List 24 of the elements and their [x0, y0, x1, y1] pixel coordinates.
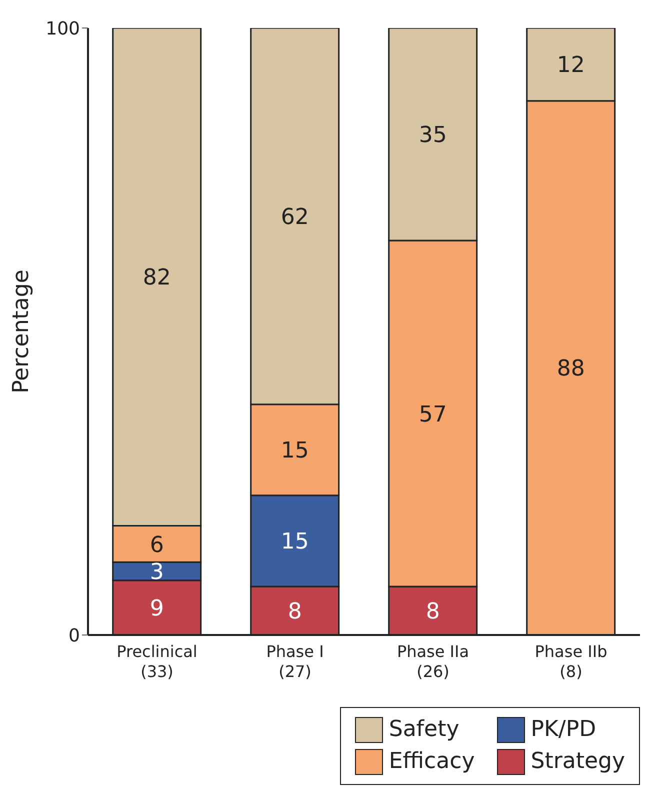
data-label: 8 — [426, 600, 440, 625]
legend-label: Safety — [388, 716, 460, 744]
data-label: 82 — [142, 266, 171, 291]
data-label: 3 — [150, 560, 164, 586]
x-tick-label: Preclinical (33) — [116, 642, 198, 681]
x-tick-label: Phase IIb (8) — [534, 642, 608, 681]
data-label: 88 — [556, 356, 585, 382]
data-label: 62 — [280, 204, 309, 230]
legend-label: Strategy — [530, 748, 625, 776]
data-label: 57 — [418, 402, 447, 428]
data-label: 35 — [418, 123, 447, 148]
data-label: 9 — [150, 596, 164, 622]
y-tick-label: 0 — [68, 625, 80, 646]
y-tick-label: 100 — [46, 18, 80, 40]
data-label: 15 — [280, 530, 309, 555]
x-tick-label: Phase IIa (26) — [396, 642, 470, 681]
legend-label: Efficacy — [388, 748, 475, 776]
legend-label: PK/PD — [530, 716, 596, 744]
data-label: 6 — [150, 532, 164, 558]
x-tick-label: Phase I (27) — [266, 642, 324, 681]
data-label: 12 — [556, 53, 585, 78]
data-label: 8 — [288, 600, 302, 625]
y-axis-title: Percentage — [8, 270, 34, 394]
data-label: 15 — [280, 438, 309, 464]
